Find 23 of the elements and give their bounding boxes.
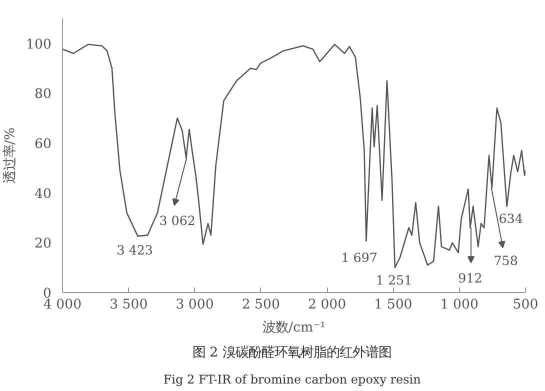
x-tick-label: 3 000 xyxy=(176,298,214,312)
y-axis-title: 透过率/% xyxy=(2,127,18,184)
annotation: 1 251 xyxy=(376,272,412,288)
y-tick-label: 60 xyxy=(34,137,52,152)
y-tick-label: 40 xyxy=(34,186,52,202)
x-axis-title: 波数/cm⁻¹ xyxy=(262,320,326,336)
x-tick-label: 3 500 xyxy=(110,298,148,312)
y-tick-label: 80 xyxy=(34,87,52,102)
x-tick-label: 1 000 xyxy=(440,298,478,312)
annotation: 3 423 xyxy=(116,242,153,258)
x-tick-label: 2 500 xyxy=(242,298,280,312)
x-tick-label: 1 500 xyxy=(374,298,412,312)
y-tick-label: 20 xyxy=(34,236,52,252)
annotation: 1 697 xyxy=(341,250,378,266)
annotation: 912 xyxy=(458,270,482,286)
y-tick-label: 100 xyxy=(26,37,52,52)
annotation: 3 062 xyxy=(159,212,196,228)
text: 图 2 溴碳酚醛环氧树脂的红外谱图 xyxy=(192,346,392,360)
text: Fig 2 FT-IR of bromine carbon epoxy resin xyxy=(163,372,422,386)
x-tick-label: 2 000 xyxy=(308,298,346,312)
annotation: 758 xyxy=(494,253,518,268)
x-tick-label: 500 xyxy=(512,298,538,312)
annotation: 634 xyxy=(498,210,523,226)
